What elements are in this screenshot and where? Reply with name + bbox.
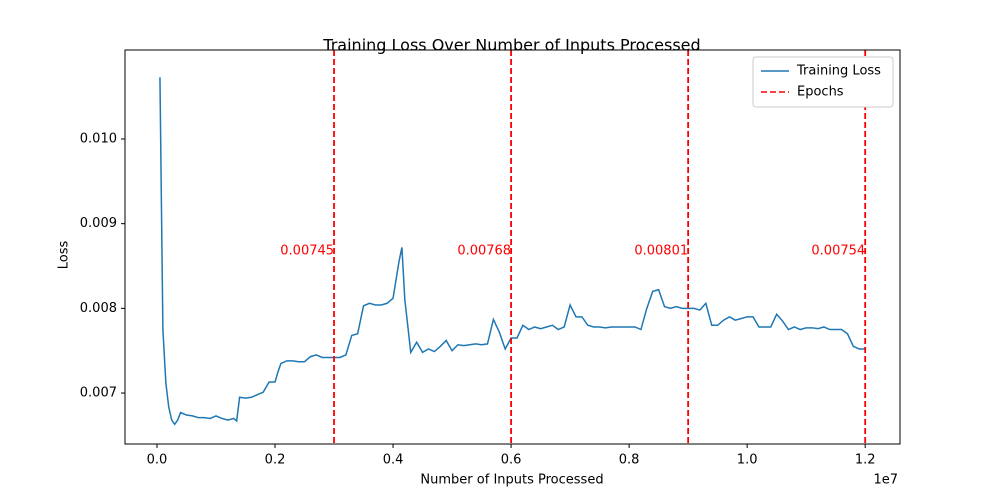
y-tick-label: 0.009 [80, 216, 117, 231]
legend-label: Epochs [797, 85, 844, 100]
x-tick-label: 1.0 [737, 453, 758, 468]
y-tick-label: 0.007 [80, 386, 117, 401]
x-tick-label: 0.6 [501, 453, 522, 468]
y-axis-label: Loss [57, 241, 72, 270]
loss-line [159, 77, 866, 426]
x-tick-label: 0.4 [383, 453, 404, 468]
epoch-annotation: 0.00801 [634, 244, 688, 259]
x-tick-label: 0.8 [619, 453, 640, 468]
legend-box [752, 56, 894, 108]
x-tick-label: 0.0 [147, 453, 168, 468]
x-tick-label: 0.2 [265, 453, 286, 468]
plot-frame [124, 49, 901, 445]
y-tick-label: 0.010 [80, 131, 117, 146]
y-tick-label: 0.008 [80, 301, 117, 316]
x-axis-label: Number of Inputs Processed [420, 473, 603, 488]
legend-label: Training Loss [796, 64, 881, 79]
epoch-annotation: 0.00745 [280, 244, 334, 259]
x-offset-label: 1e7 [873, 473, 898, 488]
epoch-annotation: 0.00754 [811, 244, 865, 259]
epoch-annotation: 0.00768 [457, 244, 511, 259]
x-tick-label: 1.2 [855, 453, 876, 468]
